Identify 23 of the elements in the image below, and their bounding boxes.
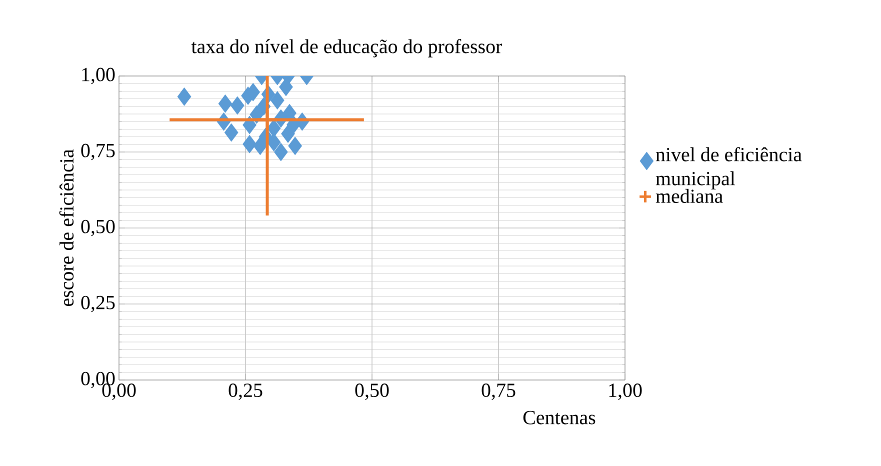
x-axis-title: Centenas xyxy=(523,410,596,424)
point xyxy=(288,136,302,156)
x-tick-label: 0,75 xyxy=(482,384,516,400)
y-tick-label: 1,00 xyxy=(82,68,115,84)
point xyxy=(256,108,279,132)
x-tick-label: 0,50 xyxy=(355,384,389,400)
x-tick-label: 0,25 xyxy=(228,384,262,400)
point xyxy=(270,91,284,110)
y-tick-label: 0,75 xyxy=(81,144,115,160)
chart-title: taxa do nível de educação do professor xyxy=(191,39,502,58)
point xyxy=(274,142,288,162)
point xyxy=(230,96,244,115)
point xyxy=(242,134,256,154)
y-axis-title: escore de eficiência xyxy=(59,149,74,306)
legend-label: nivel de eficiência municipal xyxy=(656,147,802,190)
y-tick-label: 0,50 xyxy=(81,220,115,236)
x-tick-label: 1,00 xyxy=(609,384,642,400)
legend-label: mediana xyxy=(656,188,723,203)
point xyxy=(177,87,192,106)
y-tick-label: 0,25 xyxy=(81,296,115,312)
point xyxy=(224,123,238,142)
point xyxy=(218,94,232,113)
point xyxy=(266,119,281,138)
